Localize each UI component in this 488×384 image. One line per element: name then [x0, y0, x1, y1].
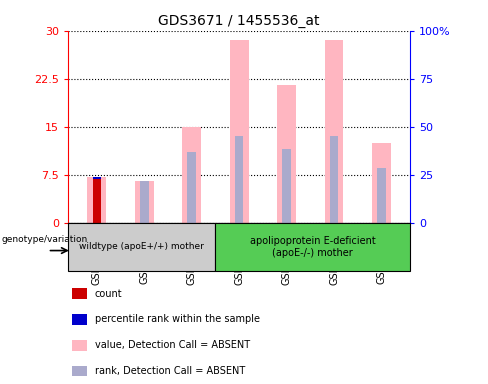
Bar [235, 136, 244, 223]
Text: value, Detection Call = ABSENT: value, Detection Call = ABSENT [95, 340, 250, 350]
Text: genotype/variation: genotype/variation [1, 235, 88, 244]
Bar [230, 40, 248, 223]
Title: GDS3671 / 1455536_at: GDS3671 / 1455536_at [159, 14, 320, 28]
Bar [282, 149, 291, 223]
Bar [135, 181, 154, 223]
Bar [140, 181, 148, 223]
Bar [72, 366, 87, 376]
Bar [87, 177, 106, 223]
Bar [277, 85, 296, 223]
Bar [187, 152, 196, 223]
Bar [72, 288, 87, 299]
Text: rank, Detection Call = ABSENT: rank, Detection Call = ABSENT [95, 366, 245, 376]
Text: percentile rank within the sample: percentile rank within the sample [95, 314, 260, 324]
Bar [68, 223, 215, 271]
Bar [72, 314, 87, 325]
Bar [93, 177, 101, 223]
Bar [93, 177, 101, 179]
Bar [72, 340, 87, 351]
Bar [182, 127, 201, 223]
Bar [325, 40, 344, 223]
Bar [372, 143, 391, 223]
Bar [93, 179, 101, 223]
Text: count: count [95, 289, 122, 299]
Text: wildtype (apoE+/+) mother: wildtype (apoE+/+) mother [80, 242, 204, 251]
Bar [330, 136, 338, 223]
Text: apolipoprotein E-deficient
(apoE-/-) mother: apolipoprotein E-deficient (apoE-/-) mot… [250, 235, 376, 258]
Bar [215, 223, 410, 271]
Bar [377, 168, 386, 223]
